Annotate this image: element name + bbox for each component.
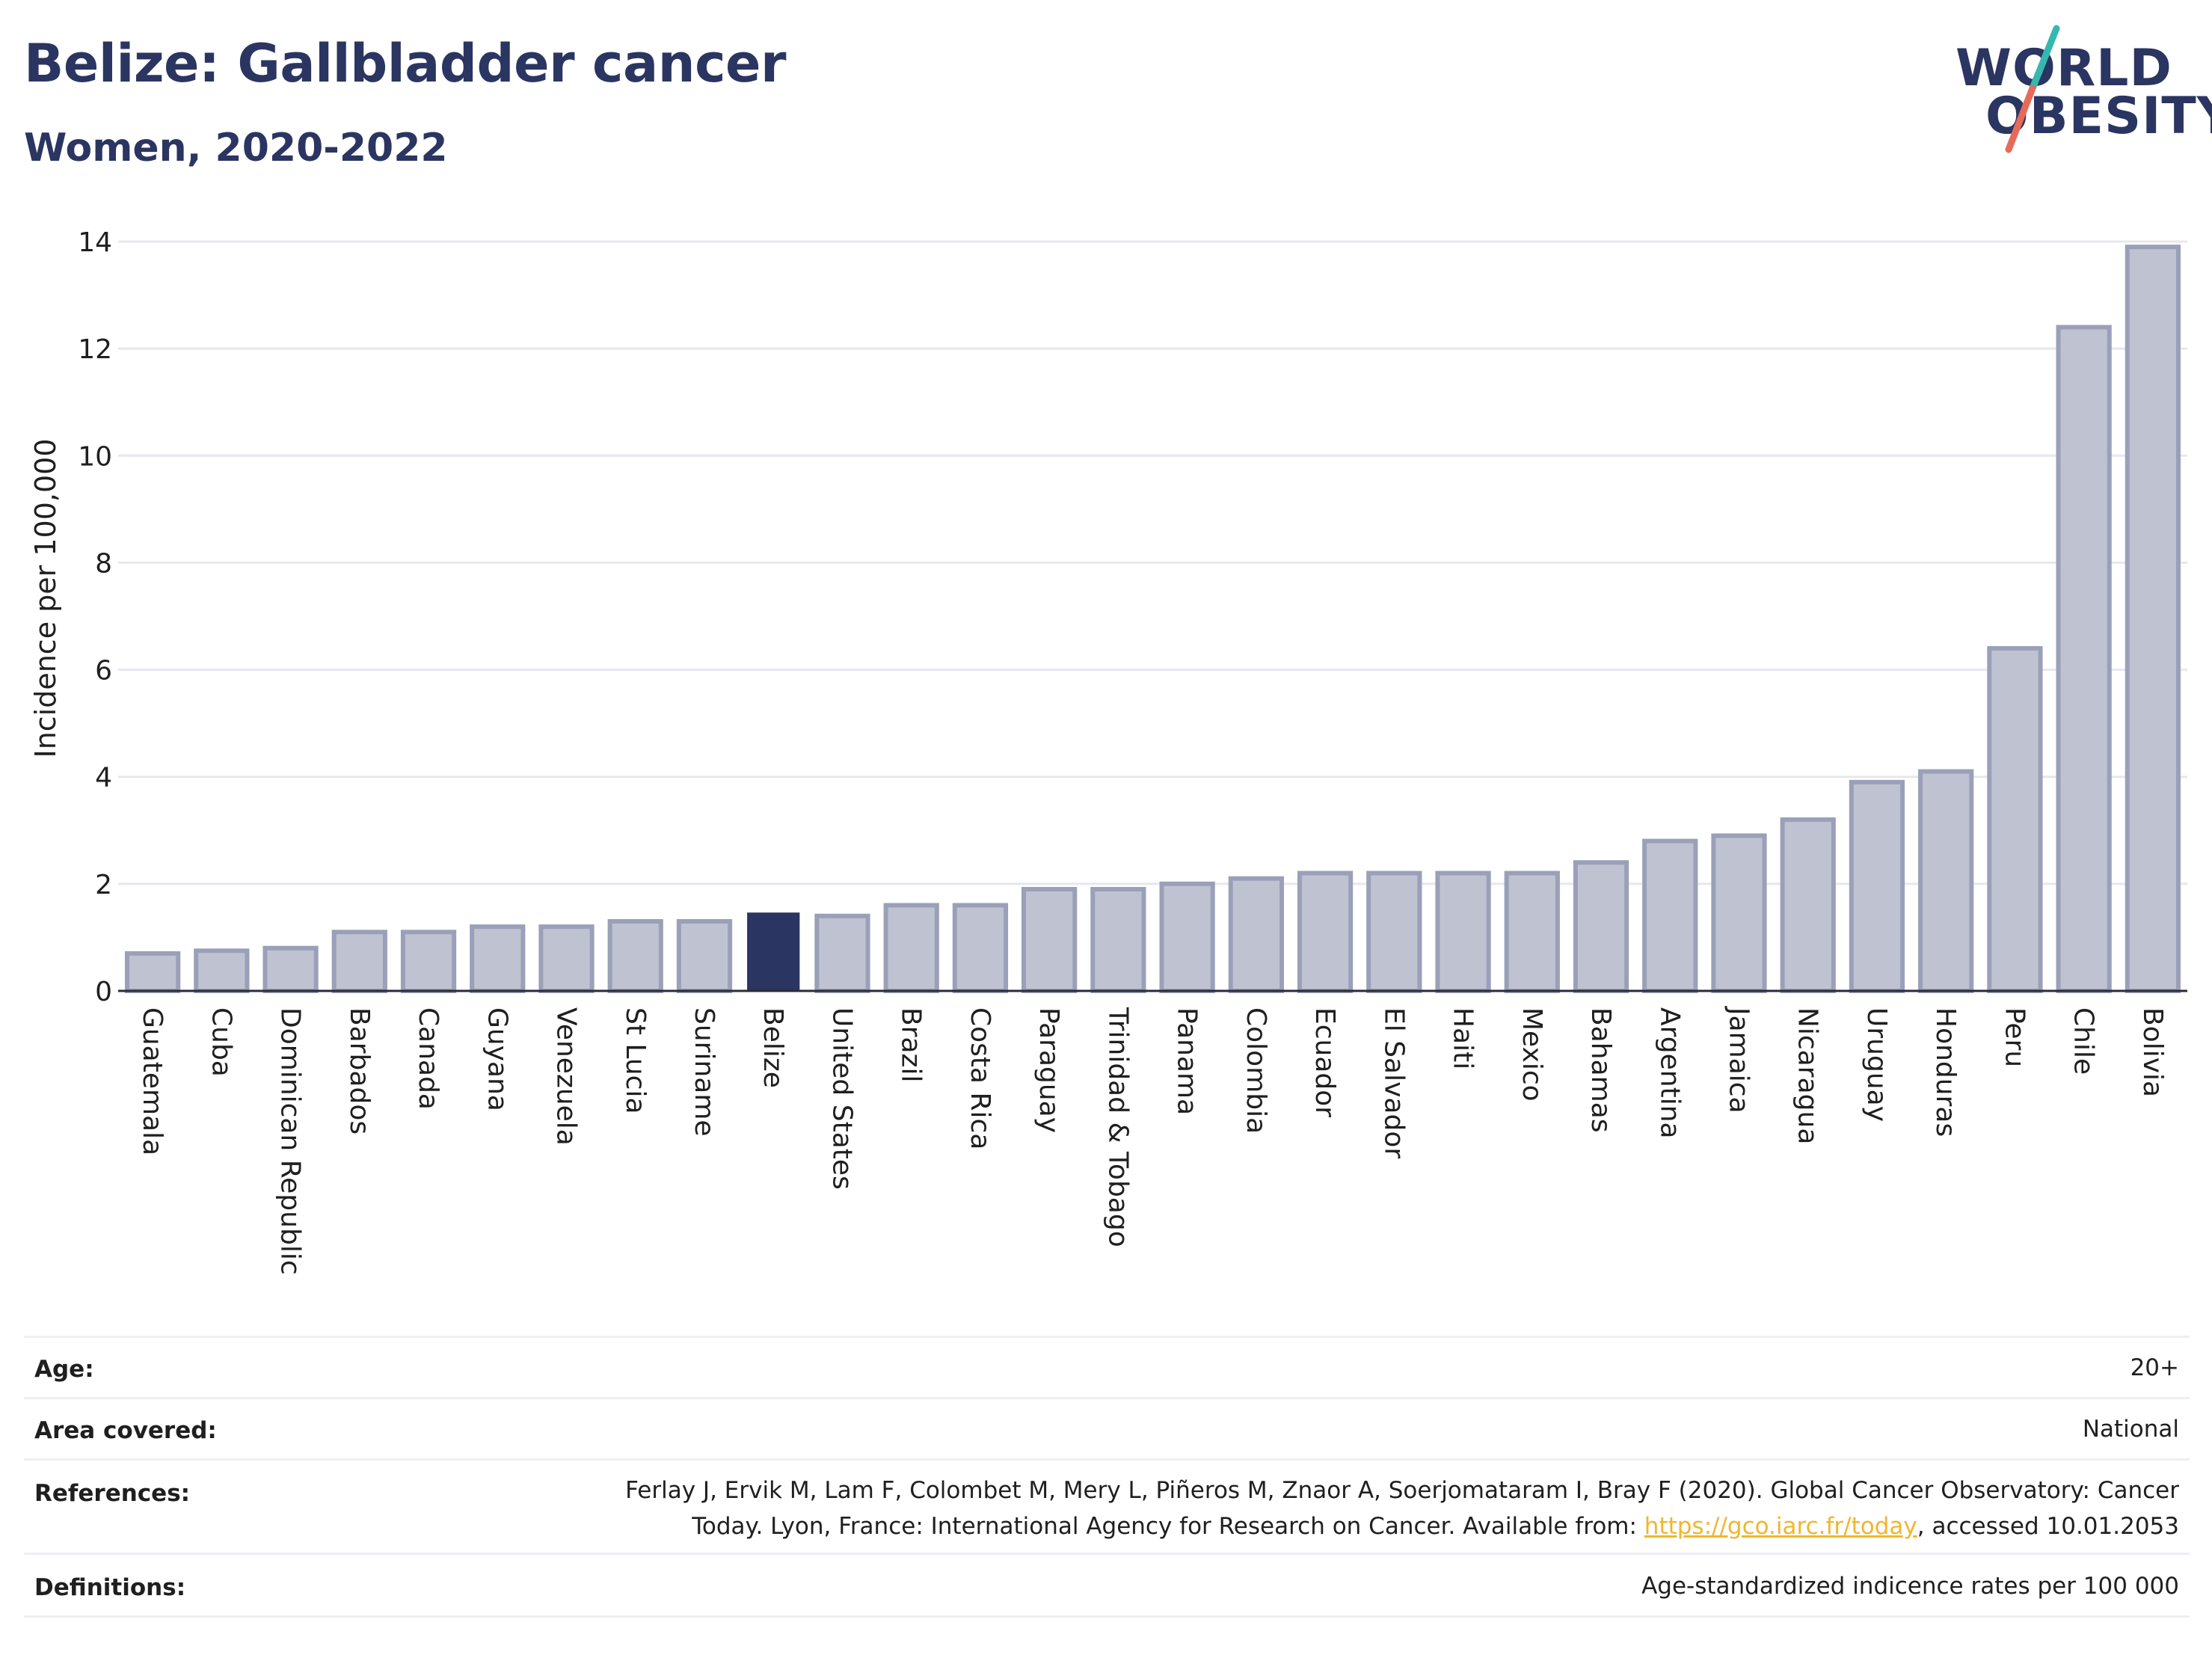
meta-value-definitions: Age-standardized indicence rates per 100… [1641,1573,2179,1600]
y-tick-label: 0 [95,977,112,1007]
references-line2-text: Today. Lyon, France: International Agenc… [692,1513,1644,1540]
bar-chile [2056,325,2112,993]
x-tick-label: Brazil [896,1007,927,1082]
bars [124,245,2181,994]
x-tick-label: Ecuador [1309,1007,1340,1117]
y-tick-label: 6 [95,656,112,687]
x-tick-label: Mexico [1517,1007,1547,1102]
x-tick-label: Belize [758,1007,788,1088]
bar-trinidad-tobago [1090,887,1146,993]
references-link[interactable]: https://gco.iarc.fr/today [1644,1513,1917,1540]
x-tick-label: Guyana [482,1007,512,1111]
meta-row-area: Area covered: National [24,1399,2190,1461]
bar-bolivia [2125,245,2181,993]
bar-paraguay [1021,887,1078,993]
x-tick-label: Cuba [206,1007,236,1077]
y-axis-ticks: 0 2 4 6 8 10 12 14 [78,227,112,1007]
chart-subtitle: Women, 2020-2022 [24,126,448,171]
bar-guyana [470,924,526,993]
y-tick-label: 2 [95,870,112,900]
bar-bahamas [1573,860,1629,993]
x-tick-label: Colombia [1241,1007,1271,1134]
meta-label-area: Area covered: [34,1417,217,1444]
x-tick-label: Argentina [1654,1007,1685,1139]
bar-united-states [814,913,870,994]
x-tick-label: Honduras [1930,1007,1961,1137]
bar-belize [747,912,800,992]
bar-nicaragua [1780,817,1836,993]
x-tick-label: Barbados [344,1007,375,1134]
logo-line1: WORLD [1956,39,2172,98]
chart-title: Belize: Gallbladder cancer [24,33,787,94]
x-tick-label: Uruguay [1861,1007,1892,1122]
y-tick-label: 4 [95,763,112,793]
meta-row-definitions: Definitions: Age-standardized indicence … [24,1555,2190,1618]
x-tick-label: Suriname [689,1007,719,1137]
meta-value-age: 20+ [2130,1354,2179,1381]
bar-barbados [331,930,387,994]
grid-lines [118,240,2187,885]
x-tick-label: Dominican Republic [275,1007,306,1275]
bar-panama [1159,881,1215,994]
bar-cuba [194,948,250,993]
bar-haiti [1435,871,1491,993]
meta-label-age: Age: [34,1356,94,1383]
x-tick-label: Guatemala [137,1007,168,1155]
y-axis-label: Incidence per 100,000 [29,438,62,758]
bar-costa-rica [952,903,1009,993]
bar-suriname [676,918,733,994]
logo-slash-icon [2005,25,2060,153]
bar-canada [400,930,457,994]
x-tick-label: St Lucia [620,1007,651,1114]
x-tick-label: Venezuela [551,1007,582,1146]
references-line2: Today. Lyon, France: International Agenc… [625,1508,2179,1544]
bar-brazil [883,903,939,993]
meta-value-references: Ferlay J, Ervik M, Lam F, Colombet M, Me… [625,1473,2179,1544]
x-tick-label: Peru [1999,1007,2030,1067]
bar-ecuador [1297,871,1354,993]
references-line1: Ferlay J, Ervik M, Lam F, Colombet M, Me… [625,1477,2179,1504]
meta-row-age: Age: 20+ [24,1338,2190,1399]
meta-row-references: References: Ferlay J, Ervik M, Lam F, Co… [24,1461,2190,1555]
bar-dominican-republic [262,945,319,993]
x-tick-label: Trinidad & Tobago [1102,1007,1133,1247]
meta-value-area: National [2082,1416,2179,1443]
bar-argentina [1642,838,1698,993]
bar-venezuela [538,924,595,993]
world-obesity-logo: WORLD OBESITY [1944,21,2212,163]
y-tick-label: 8 [95,548,112,579]
bar-peru [1987,645,2043,993]
bar-el-salvador [1366,871,1422,993]
y-tick-label: 10 [78,441,112,472]
x-tick-label: Costa Rica [965,1007,995,1149]
y-tick-label: 12 [78,334,112,365]
x-tick-label: Paraguay [1033,1007,1064,1133]
y-tick-label: 14 [78,227,112,258]
x-tick-label: Bahamas [1585,1007,1616,1133]
references-line2-suffix: , accessed 10.01.2053 [1917,1513,2179,1540]
meta-label-references: References: [34,1480,191,1507]
x-axis-ticks: Guatemala Cuba Dominican Republic Barbados C… [137,1006,2168,1275]
bar-honduras [1918,769,1974,993]
x-tick-label: El Salvador [1378,1007,1409,1158]
x-tick-label: Canada [413,1007,443,1110]
bar-st-lucia [607,918,663,994]
x-tick-label: Jamaica [1723,1006,1754,1114]
x-tick-label: United States [826,1007,857,1190]
bar-chart: 0 2 4 6 8 10 12 14 Incidence per 100,000 Guatem… [29,227,2187,1275]
meta-label-definitions: Definitions: [34,1574,186,1601]
x-tick-label: Nicaragua [1792,1007,1823,1144]
bar-jamaica [1711,833,1767,994]
x-tick-label: Chile [2068,1007,2099,1075]
bar-mexico [1504,871,1560,993]
x-tick-label: Bolivia [2137,1007,2168,1097]
bar-guatemala [124,951,181,994]
x-tick-label: Panama [1172,1007,1202,1115]
bar-colombia [1228,876,1284,993]
x-tick-label: Haiti [1448,1007,1478,1069]
bar-uruguay [1849,779,1905,994]
metadata-table: Age: 20+ Area covered: National Referenc… [24,1336,2190,1622]
